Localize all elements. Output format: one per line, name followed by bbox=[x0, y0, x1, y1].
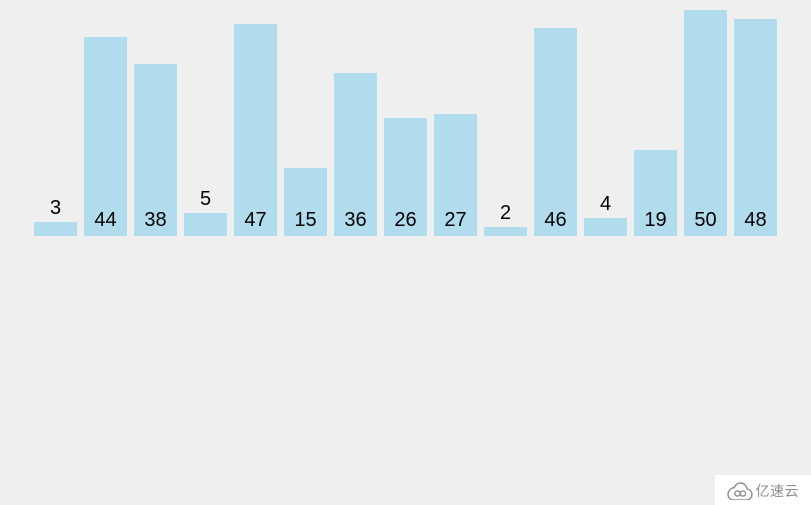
bar-rect bbox=[534, 28, 577, 236]
bar: 36 bbox=[334, 73, 377, 236]
bar-rect bbox=[484, 227, 527, 236]
bar-label: 5 bbox=[184, 189, 227, 209]
bar-rect bbox=[684, 10, 727, 236]
bar-rect bbox=[584, 218, 627, 236]
bar-label: 26 bbox=[384, 210, 427, 230]
bar-rect bbox=[34, 222, 77, 236]
bar-rect bbox=[234, 24, 277, 236]
bar-label: 36 bbox=[334, 210, 377, 230]
bar: 5 bbox=[184, 213, 227, 236]
bar: 46 bbox=[534, 28, 577, 236]
bar-label: 47 bbox=[234, 210, 277, 230]
bar-label: 19 bbox=[634, 210, 677, 230]
bar-rect bbox=[184, 213, 227, 236]
bar: 4 bbox=[584, 218, 627, 236]
bar: 38 bbox=[134, 64, 177, 236]
bar-label: 2 bbox=[484, 203, 527, 223]
bar: 44 bbox=[84, 37, 127, 236]
bar: 19 bbox=[634, 150, 677, 236]
bar: 15 bbox=[284, 168, 327, 236]
bar: 47 bbox=[234, 24, 277, 236]
bar-label: 15 bbox=[284, 210, 327, 230]
bar: 26 bbox=[384, 118, 427, 236]
bar: 27 bbox=[434, 114, 477, 236]
bar-label: 46 bbox=[534, 210, 577, 230]
bar-rect bbox=[84, 37, 127, 236]
watermark: 亿速云 bbox=[715, 475, 811, 505]
bar-label: 48 bbox=[734, 210, 777, 230]
bar-label: 4 bbox=[584, 194, 627, 214]
bar-label: 3 bbox=[34, 198, 77, 218]
bar: 3 bbox=[34, 222, 77, 236]
bars-container: 3 44 38 5 47 15 36 26 27 2 46 4 19 50 48 bbox=[34, 10, 777, 236]
bar-label: 44 bbox=[84, 210, 127, 230]
bar-label: 50 bbox=[684, 210, 727, 230]
bar-rect bbox=[734, 19, 777, 236]
bar: 50 bbox=[684, 10, 727, 236]
bar-label: 38 bbox=[134, 210, 177, 230]
cloud-icon bbox=[727, 482, 753, 500]
bar-label: 27 bbox=[434, 210, 477, 230]
bar-chart: 3 44 38 5 47 15 36 26 27 2 46 4 19 50 48 bbox=[0, 0, 811, 236]
bar: 48 bbox=[734, 19, 777, 236]
watermark-text: 亿速云 bbox=[756, 481, 800, 501]
bar: 2 bbox=[484, 227, 527, 236]
